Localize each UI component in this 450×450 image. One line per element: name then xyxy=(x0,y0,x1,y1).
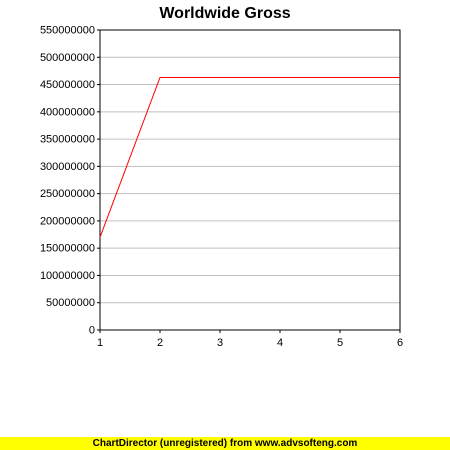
watermark-text: ChartDirector (unregistered) from www.ad… xyxy=(92,438,358,449)
x-tick-label: 4 xyxy=(277,337,283,349)
y-tick-label: 0 xyxy=(89,325,95,337)
series-line xyxy=(99,76,400,238)
y-tick-label: 400000000 xyxy=(40,106,95,118)
watermark-footer: ChartDirector (unregistered) from www.ad… xyxy=(0,437,450,450)
x-tick-label: 1 xyxy=(97,337,103,349)
line-chart: Worldwide Gross0500000001000000001500000… xyxy=(40,5,403,349)
y-tick-label: 550000000 xyxy=(40,25,95,37)
x-tick-label: 2 xyxy=(157,337,163,349)
y-tick-label: 150000000 xyxy=(40,243,95,255)
x-tick-label: 5 xyxy=(337,337,343,349)
y-tick-label: 300000000 xyxy=(40,161,95,173)
y-tick-label: 500000000 xyxy=(40,52,95,64)
y-tick-label: 200000000 xyxy=(40,215,95,227)
chart-title: Worldwide Gross xyxy=(159,5,290,22)
plot-border xyxy=(99,29,401,331)
y-tick-label: 350000000 xyxy=(40,134,95,146)
plot-area xyxy=(100,30,400,330)
y-tick-label: 100000000 xyxy=(40,270,95,282)
x-tick-label: 6 xyxy=(397,337,403,349)
y-tick-label: 250000000 xyxy=(40,188,95,200)
y-tick-label: 50000000 xyxy=(46,297,95,309)
y-tick-label: 450000000 xyxy=(40,79,95,91)
x-tick-label: 3 xyxy=(217,337,223,349)
